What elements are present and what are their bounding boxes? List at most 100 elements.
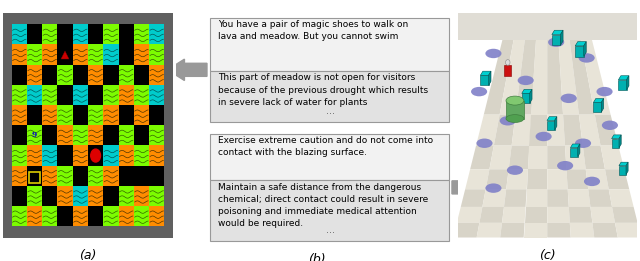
Text: (b): (b) (308, 253, 326, 261)
Polygon shape (525, 189, 547, 207)
Polygon shape (605, 169, 629, 189)
Polygon shape (552, 30, 563, 34)
Polygon shape (612, 135, 621, 139)
Bar (134, 44, 149, 65)
Bar (118, 145, 134, 166)
Bar (118, 186, 134, 206)
Bar (42, 65, 58, 85)
Bar (103, 186, 118, 206)
Bar (118, 44, 134, 65)
Bar (88, 85, 103, 105)
Bar (58, 145, 73, 166)
Bar (58, 125, 73, 145)
Polygon shape (500, 223, 525, 238)
Polygon shape (511, 115, 531, 146)
Bar (73, 105, 88, 125)
Bar (506, 100, 524, 118)
Bar (12, 65, 27, 85)
Polygon shape (479, 207, 504, 223)
Ellipse shape (506, 115, 524, 122)
Ellipse shape (596, 87, 612, 96)
Bar (58, 44, 73, 65)
Bar (134, 145, 149, 166)
Polygon shape (584, 41, 586, 57)
Bar (42, 166, 58, 186)
Polygon shape (566, 169, 588, 189)
Polygon shape (531, 40, 547, 115)
Ellipse shape (518, 76, 534, 85)
Polygon shape (528, 146, 547, 169)
Bar (58, 85, 73, 105)
Bar (118, 105, 134, 125)
Bar (88, 166, 103, 186)
Bar (134, 65, 149, 85)
Bar (522, 93, 530, 103)
Text: This part of meadow is not open for visitors
because of the previous drought whi: This part of meadow is not open for visi… (218, 73, 428, 107)
Bar (42, 186, 58, 206)
Bar (12, 44, 27, 65)
Bar (504, 65, 511, 76)
Bar (149, 105, 164, 125)
Bar (58, 24, 73, 44)
Text: ...: ... (326, 225, 335, 235)
Bar (547, 121, 555, 130)
Bar (118, 85, 134, 105)
Bar (73, 65, 88, 85)
Bar (149, 24, 164, 44)
Polygon shape (575, 41, 586, 46)
Ellipse shape (471, 87, 487, 96)
Bar (103, 44, 118, 65)
Bar (58, 206, 73, 226)
Bar (73, 145, 88, 166)
Polygon shape (515, 40, 536, 115)
Bar (58, 105, 73, 125)
Polygon shape (627, 76, 629, 90)
Text: 9: 9 (32, 131, 37, 139)
Bar (27, 44, 42, 65)
Polygon shape (476, 115, 500, 146)
Polygon shape (565, 146, 586, 169)
Polygon shape (547, 117, 557, 121)
FancyArrow shape (168, 59, 207, 80)
Polygon shape (583, 146, 605, 169)
Bar (42, 145, 58, 166)
Polygon shape (588, 189, 612, 207)
Bar (42, 105, 58, 125)
Bar (27, 24, 42, 44)
Bar (12, 186, 27, 206)
Polygon shape (595, 115, 618, 146)
Bar (88, 44, 103, 65)
FancyArrow shape (452, 177, 492, 198)
Bar (149, 44, 164, 65)
Bar (58, 65, 73, 85)
Polygon shape (477, 223, 502, 238)
Bar (73, 186, 88, 206)
Bar (12, 85, 27, 105)
Bar (58, 166, 73, 186)
Polygon shape (488, 71, 491, 86)
Ellipse shape (500, 116, 516, 126)
Bar (149, 166, 164, 186)
Polygon shape (481, 71, 491, 75)
Bar (134, 166, 149, 186)
Polygon shape (600, 146, 624, 169)
Bar (134, 125, 149, 145)
Bar (134, 105, 149, 125)
Bar (27, 145, 42, 166)
Ellipse shape (506, 96, 524, 105)
Bar (103, 24, 118, 44)
Polygon shape (586, 169, 609, 189)
Ellipse shape (476, 139, 493, 148)
Bar (103, 206, 118, 226)
Text: ...: ... (326, 106, 335, 116)
Text: (c): (c) (539, 249, 556, 261)
Polygon shape (547, 169, 568, 189)
Bar (88, 186, 103, 206)
Polygon shape (612, 207, 637, 223)
Ellipse shape (584, 177, 600, 186)
Polygon shape (486, 169, 509, 189)
Polygon shape (529, 115, 547, 146)
Ellipse shape (536, 132, 552, 141)
Polygon shape (591, 207, 615, 223)
Polygon shape (490, 146, 511, 169)
